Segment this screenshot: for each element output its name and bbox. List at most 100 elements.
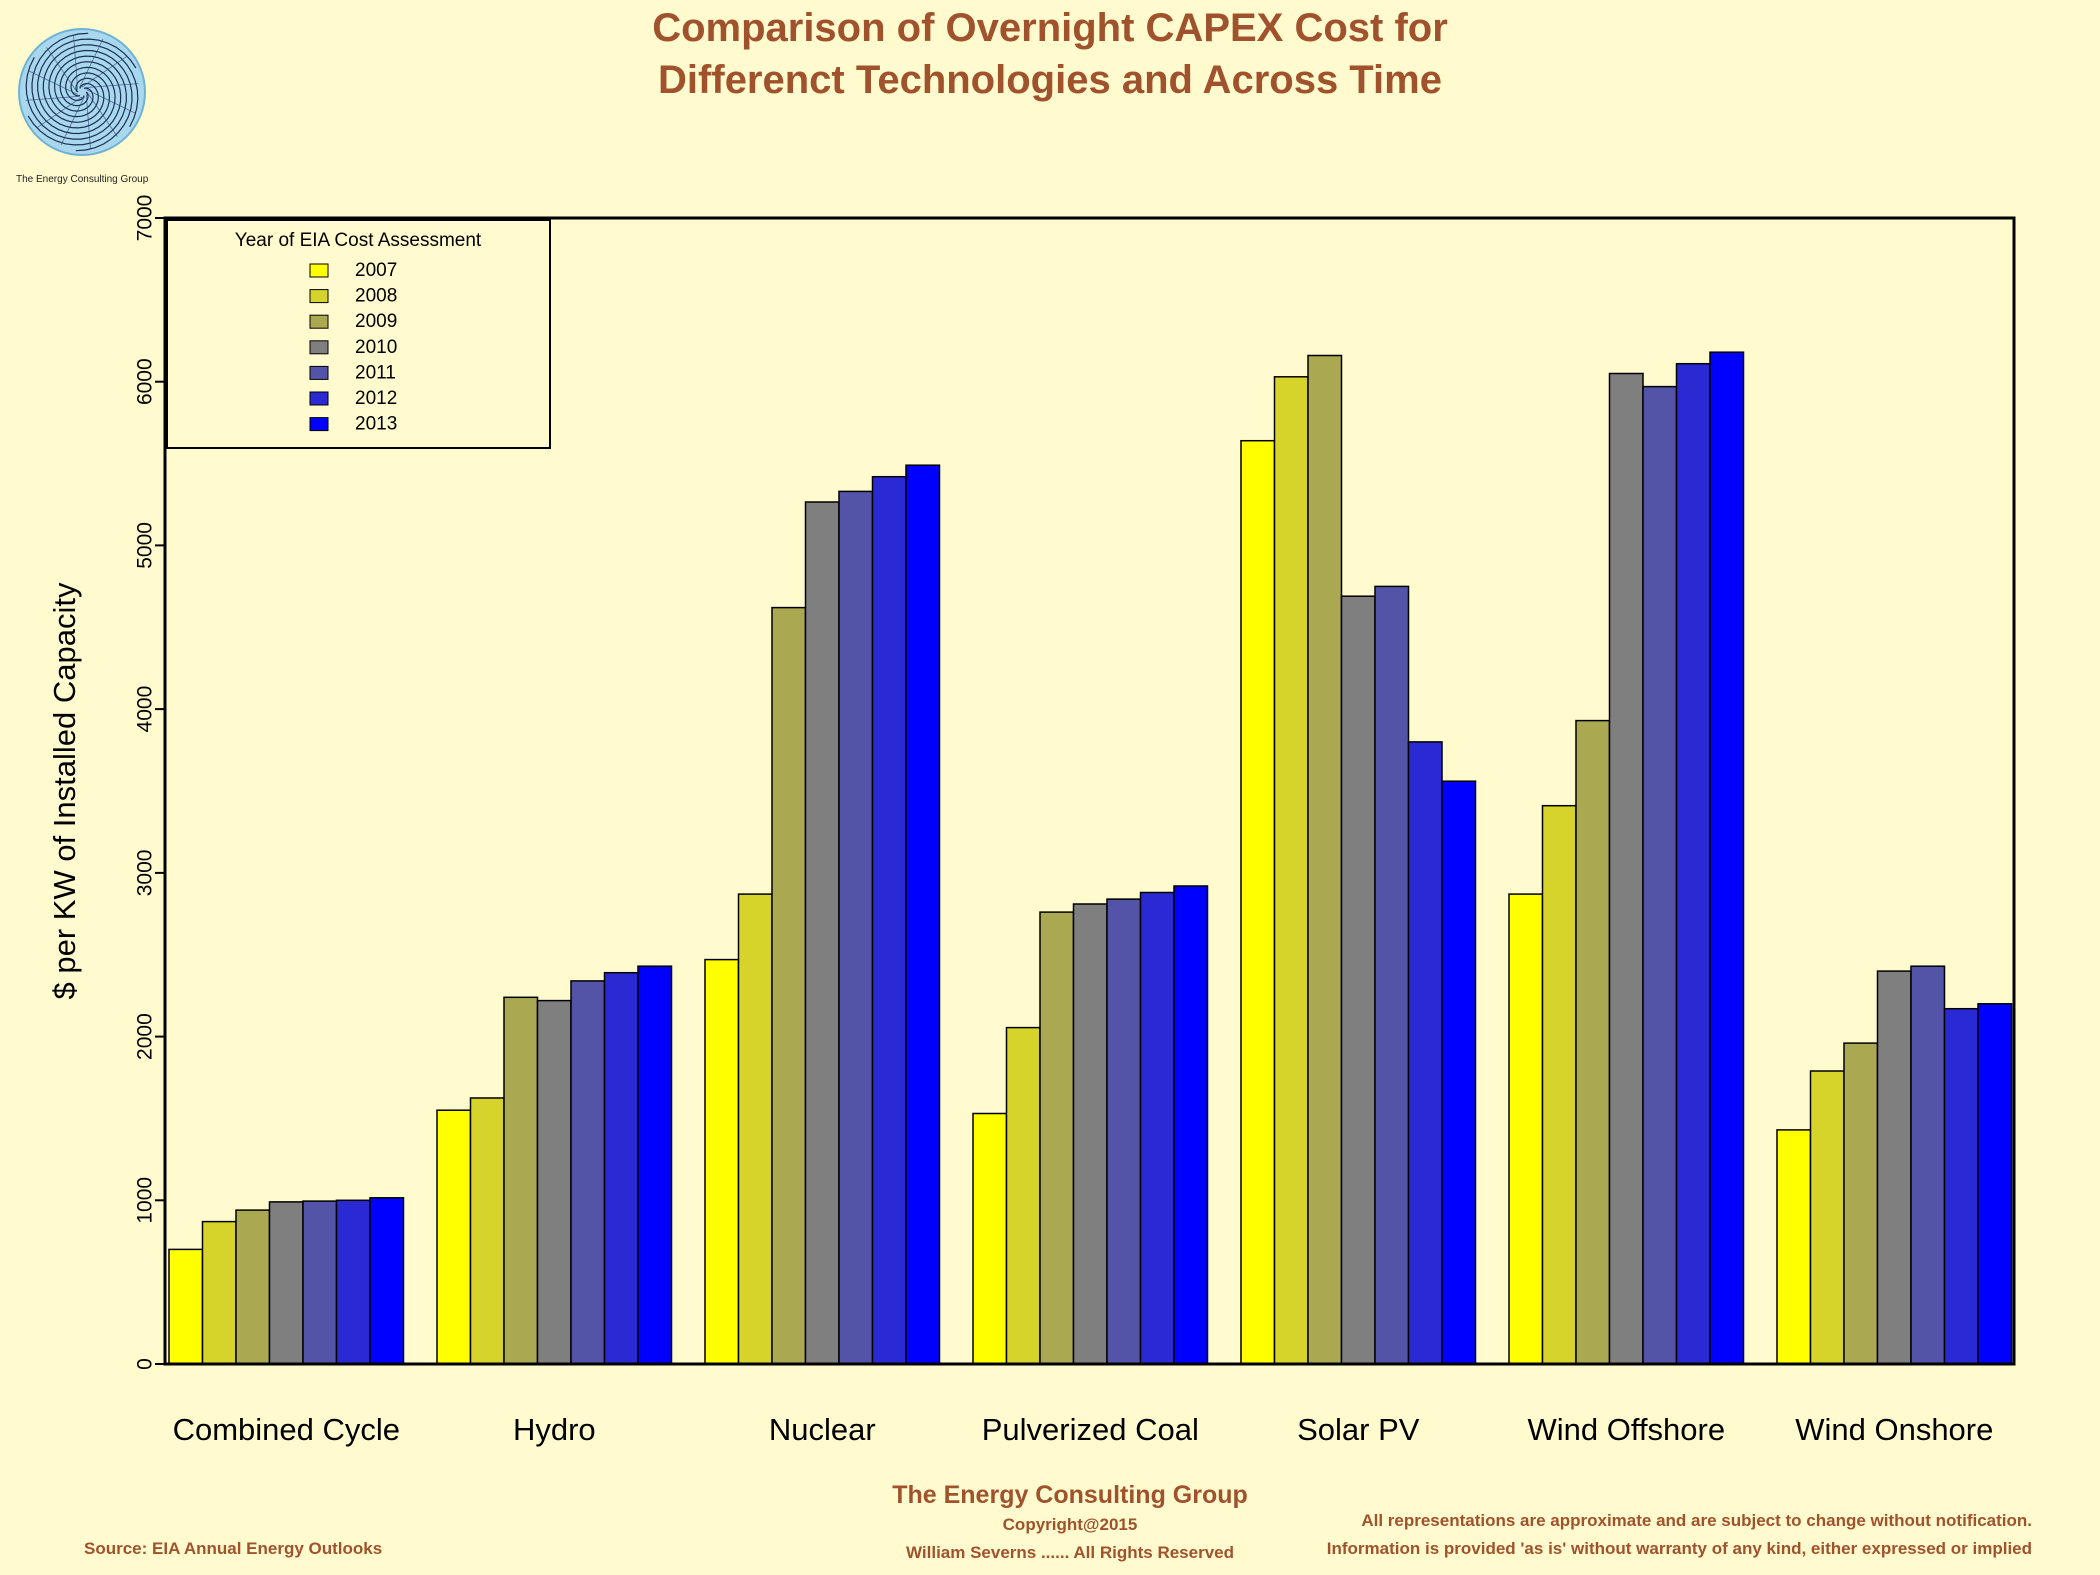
- legend-swatch-2011: [309, 365, 329, 380]
- bar-nuclear-2008: [737, 893, 773, 1365]
- bar-wind-offshore-2009: [1575, 719, 1611, 1365]
- legend-swatch-2010: [309, 340, 329, 355]
- logo-ray: [81, 56, 127, 88]
- logo-ray: [86, 89, 136, 114]
- y-tick-label: 1000: [134, 1177, 157, 1224]
- bar-combined-cycle-2008: [201, 1220, 237, 1365]
- bar-hydro-2009: [503, 996, 539, 1365]
- footer-disclaimer-line-1: All representations are approximate and …: [1361, 1511, 2032, 1530]
- legend-label-2010: 2010: [355, 337, 397, 358]
- logo-ray: [28, 70, 78, 95]
- logo-ray: [84, 83, 139, 89]
- bar-wind-onshore-2007: [1776, 1129, 1812, 1365]
- bar-solar-pv-2009: [1307, 354, 1343, 1365]
- x-tick-label: Wind Onshore: [1795, 1412, 1993, 1447]
- bar-pulverized-coal-2008: [1005, 1026, 1041, 1365]
- bar-nuclear-2012: [871, 475, 907, 1365]
- logo-ray: [85, 94, 91, 149]
- bars-group: [168, 351, 2013, 1365]
- y-tick-label: 5000: [134, 522, 157, 569]
- legend: Year of EIA Cost Assessment 2007 2008 2009…: [166, 219, 551, 449]
- legend-label-2008: 2008: [355, 286, 397, 307]
- bar-nuclear-2011: [838, 490, 874, 1365]
- legend-swatch-2012: [309, 391, 329, 406]
- bar-wind-offshore-2011: [1642, 385, 1678, 1365]
- x-tick-label: Hydro: [513, 1412, 596, 1447]
- legend-label-2012: 2012: [355, 388, 397, 409]
- legend-label-2013: 2013: [355, 414, 397, 435]
- bar-wind-offshore-2012: [1675, 362, 1711, 1365]
- footer-source: Source: EIA Annual Energy Outlooks: [84, 1539, 383, 1558]
- x-tick-label: Solar PV: [1297, 1412, 1420, 1447]
- legend-swatch-2007: [309, 263, 329, 278]
- logo-ray: [60, 96, 85, 146]
- bar-hydro-2008: [469, 1097, 505, 1365]
- bar-solar-pv-2010: [1340, 595, 1376, 1365]
- bar-hydro-2007: [436, 1109, 472, 1365]
- logo-ray: [79, 38, 104, 88]
- bar-wind-onshore-2009: [1843, 1042, 1879, 1365]
- y-tick-label: 7000: [134, 195, 157, 242]
- bar-wind-offshore-2008: [1541, 804, 1577, 1365]
- bar-combined-cycle-2007: [168, 1248, 204, 1365]
- y-tick-label: 0: [134, 1358, 157, 1370]
- bar-hydro-2013: [637, 965, 673, 1365]
- footer-company: The Energy Consulting Group: [892, 1481, 1248, 1509]
- y-axis-label: $ per KW of Installed Capacity: [47, 582, 82, 999]
- bar-solar-pv-2011: [1374, 585, 1410, 1365]
- chart-title-line-2: Differenct Technologies and Across Time: [658, 58, 1442, 102]
- bar-wind-onshore-2008: [1809, 1070, 1845, 1365]
- y-tick-label: 4000: [134, 686, 157, 733]
- logo-ray: [25, 95, 80, 101]
- bar-pulverized-coal-2007: [972, 1112, 1008, 1365]
- logo-ray: [86, 91, 118, 137]
- bar-hydro-2011: [570, 980, 606, 1365]
- bar-solar-pv-2012: [1407, 741, 1443, 1365]
- bar-pulverized-coal-2012: [1139, 891, 1175, 1365]
- bar-nuclear-2013: [905, 464, 941, 1365]
- bar-pulverized-coal-2010: [1072, 903, 1108, 1365]
- bar-combined-cycle-2012: [335, 1199, 371, 1365]
- bar-nuclear-2010: [804, 501, 840, 1365]
- chart-title-line-1: Comparison of Overnight CAPEX Cost for: [652, 6, 1448, 50]
- y-tick-label: 3000: [134, 850, 157, 897]
- logo-ray: [46, 47, 78, 93]
- logo-ray: [73, 35, 79, 90]
- bar-combined-cycle-2013: [369, 1197, 405, 1365]
- footer-copyright: Copyright@2015: [1002, 1515, 1138, 1534]
- bar-combined-cycle-2009: [235, 1209, 271, 1365]
- bar-solar-pv-2013: [1441, 780, 1477, 1365]
- legend-swatch-2009: [309, 314, 329, 329]
- bar-pulverized-coal-2011: [1106, 898, 1142, 1365]
- x-tick-label: Wind Offshore: [1528, 1412, 1726, 1447]
- x-tick-label: Nuclear: [769, 1412, 876, 1447]
- logo-ray: [37, 96, 83, 128]
- bar-combined-cycle-2011: [302, 1200, 338, 1365]
- legend-swatch-2013: [309, 417, 329, 432]
- legend-title: Year of EIA Cost Assessment: [235, 230, 482, 251]
- y-tick-label: 6000: [134, 358, 157, 405]
- bar-pulverized-coal-2009: [1039, 911, 1075, 1365]
- legend-label-2007: 2007: [355, 260, 397, 281]
- legend-swatch-2008: [309, 289, 329, 304]
- bar-wind-onshore-2011: [1910, 965, 1946, 1365]
- bar-wind-offshore-2013: [1709, 351, 1745, 1365]
- legend-label-2009: 2009: [355, 311, 397, 332]
- y-tick-label: 2000: [134, 1013, 157, 1060]
- bar-hydro-2012: [603, 971, 639, 1365]
- bar-pulverized-coal-2013: [1173, 885, 1209, 1365]
- bar-hydro-2010: [536, 999, 572, 1365]
- x-tick-label: Combined Cycle: [173, 1412, 400, 1447]
- bar-nuclear-2009: [771, 606, 807, 1365]
- legend-label-2011: 2011: [355, 362, 396, 383]
- logo-caption: The Energy Consulting Group: [16, 174, 149, 185]
- plot-frame: [163, 216, 2016, 1366]
- x-tick-label: Pulverized Coal: [982, 1412, 1199, 1447]
- bar-combined-cycle-2010: [268, 1201, 304, 1365]
- bar-solar-pv-2007: [1240, 439, 1276, 1365]
- footer-author: William Severns ...... All Rights Reserv…: [906, 1543, 1234, 1562]
- y-axis: 0 1000 2000 3000 4000 5000 6000 7000: [134, 195, 165, 1370]
- bar-wind-offshore-2007: [1508, 893, 1544, 1365]
- bar-wind-onshore-2010: [1876, 970, 1912, 1365]
